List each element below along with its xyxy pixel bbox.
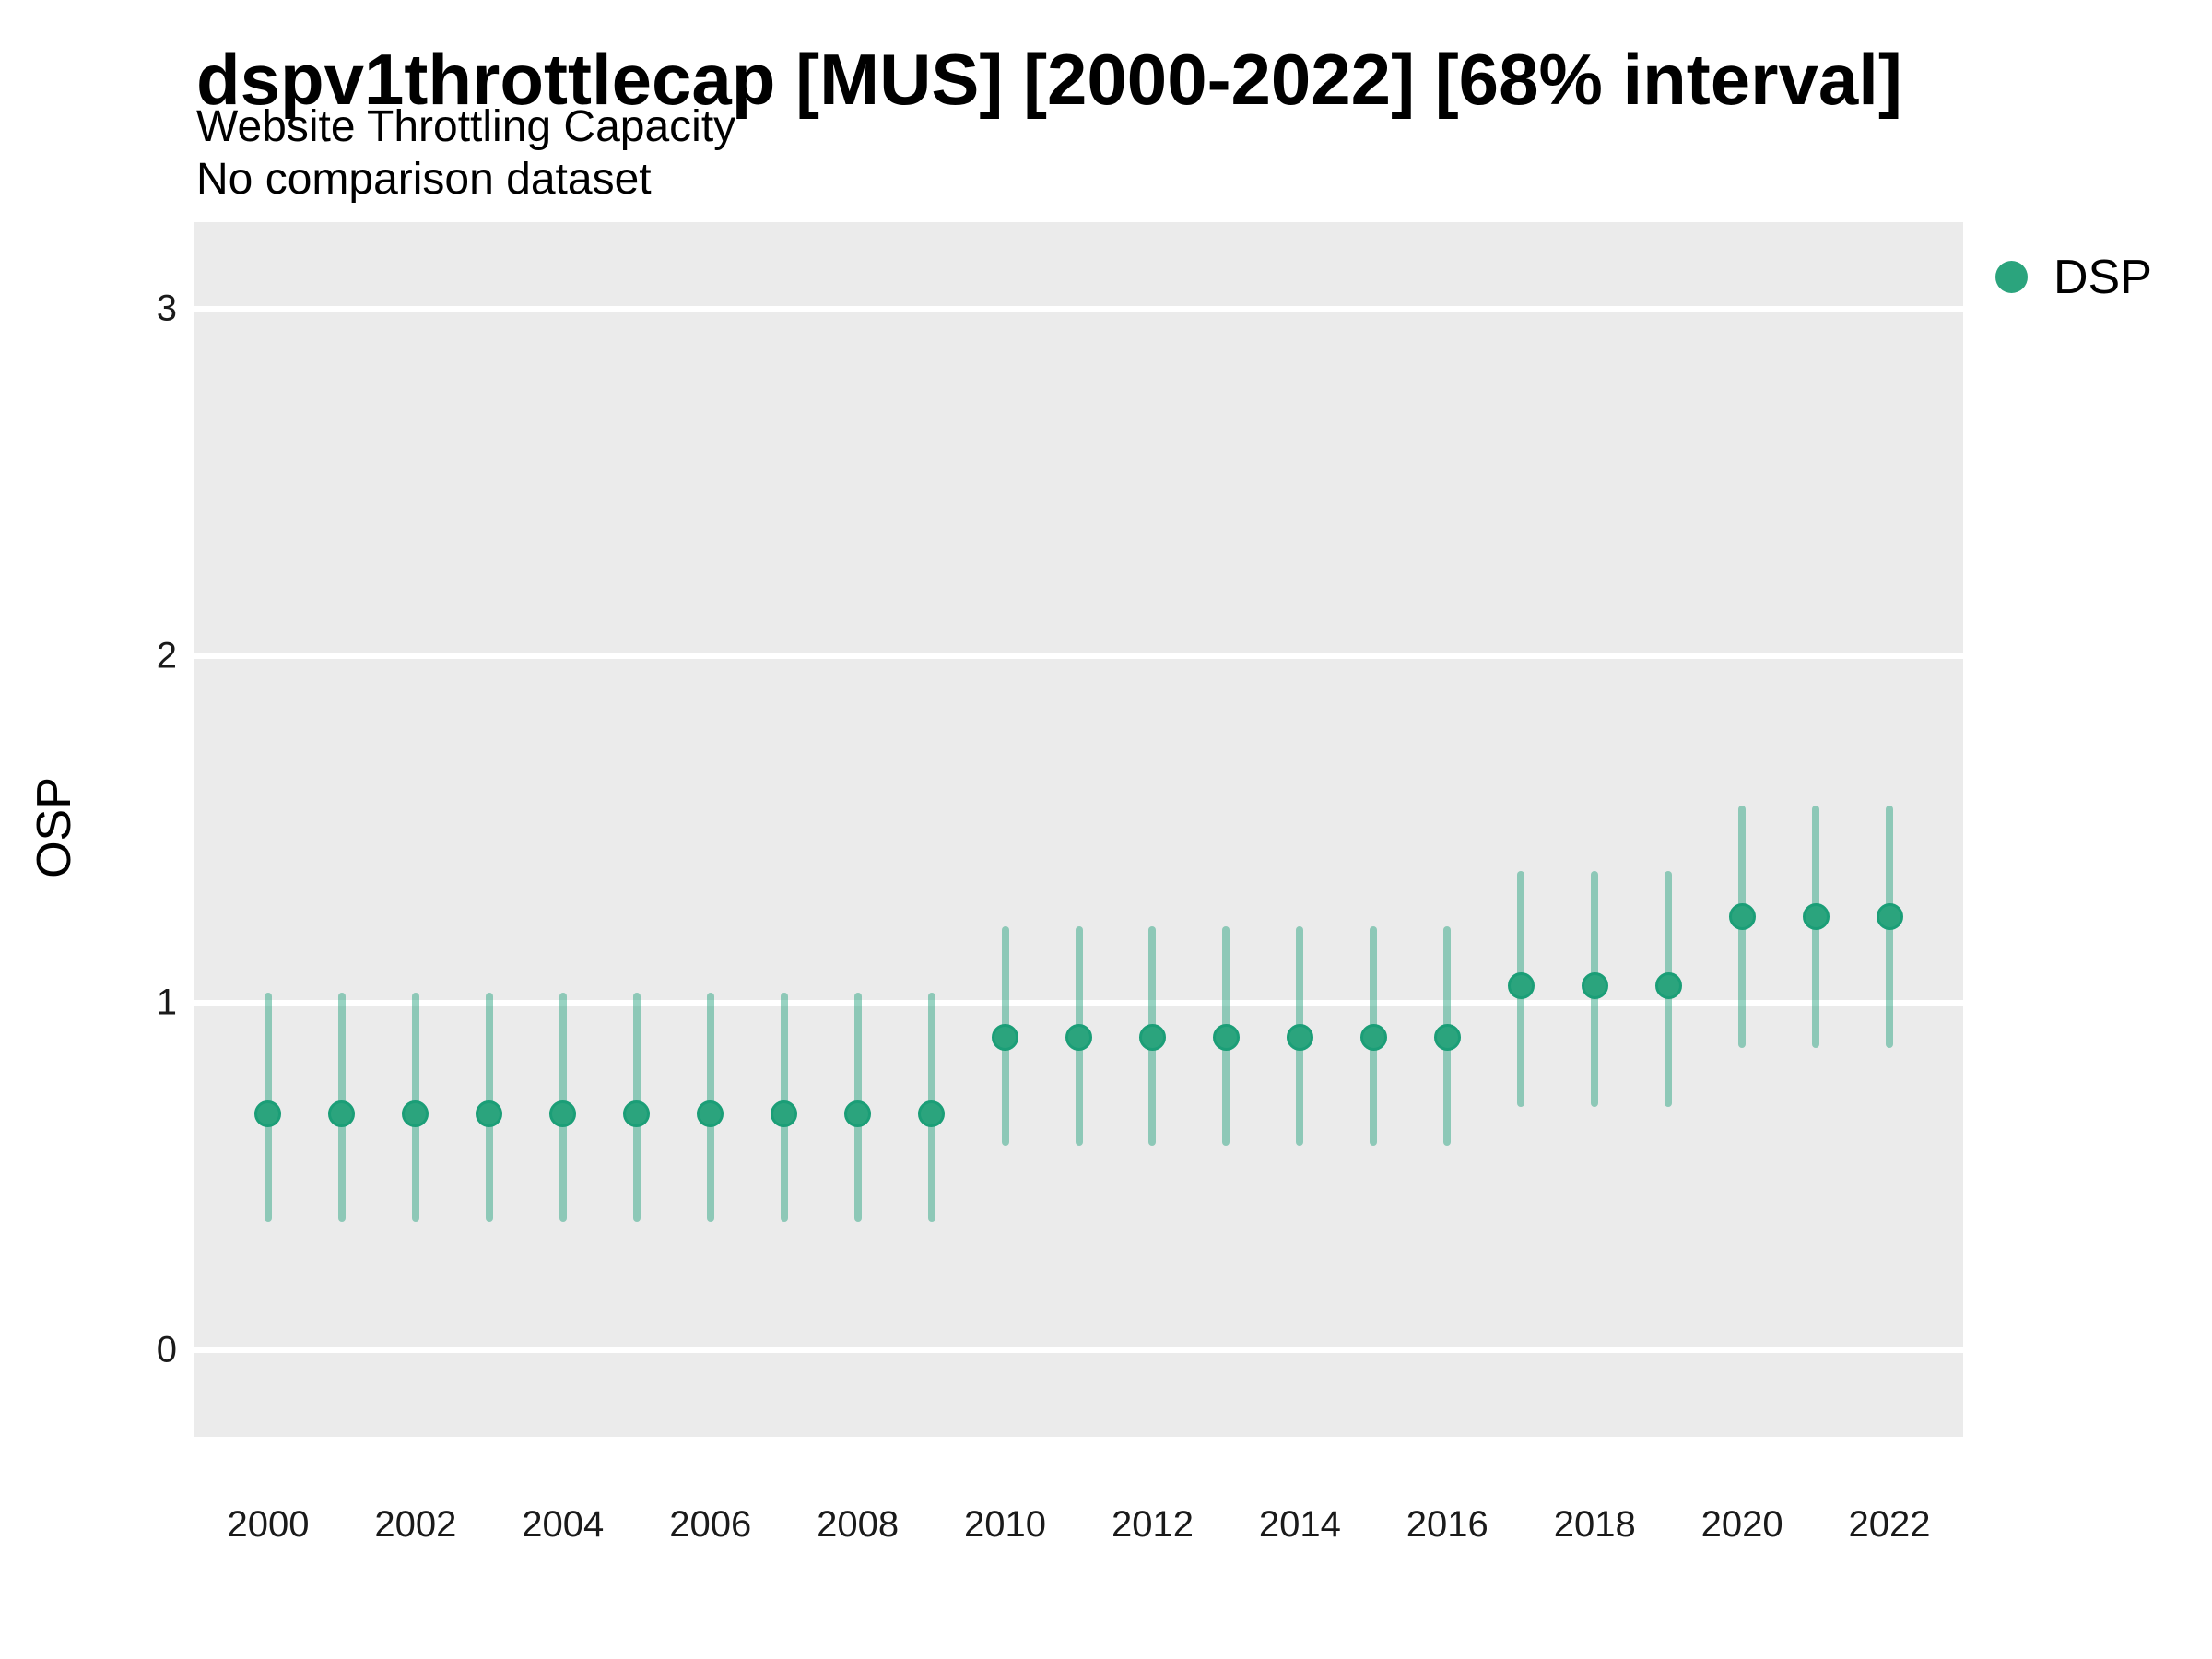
gridline-y-3: [194, 305, 1963, 312]
data-point-2015: [1359, 1024, 1387, 1052]
y-axis-tick-label-1: 1: [156, 982, 177, 1023]
data-point-2002: [402, 1100, 429, 1128]
gridline-y-2: [194, 653, 1963, 660]
x-axis-tick-label-2014: 2014: [1258, 1504, 1341, 1545]
data-point-2013: [1212, 1024, 1240, 1052]
gridline-y-1: [194, 999, 1963, 1006]
legend-label-dsp: DSP: [2053, 251, 2152, 304]
legend-swatch-dsp: [1995, 261, 2028, 293]
legend: DSP: [1995, 251, 2198, 304]
data-point-2020: [1728, 902, 1756, 930]
plot-panel: [194, 222, 1963, 1437]
y-axis-label: OSP: [28, 777, 81, 878]
x-axis-tick-label-2010: 2010: [964, 1504, 1047, 1545]
data-point-2006: [697, 1100, 724, 1128]
x-axis-tick-label-2004: 2004: [522, 1504, 605, 1545]
data-point-2018: [1581, 971, 1608, 999]
data-point-2021: [1802, 902, 1830, 930]
data-point-2016: [1433, 1024, 1461, 1052]
gridline-y-0: [194, 1347, 1963, 1354]
data-point-2022: [1876, 902, 1903, 930]
data-point-2000: [254, 1100, 282, 1128]
data-point-2019: [1654, 971, 1682, 999]
data-point-2010: [992, 1024, 1019, 1052]
data-point-2008: [844, 1100, 872, 1128]
x-axis-tick-label-2016: 2016: [1406, 1504, 1488, 1545]
x-axis-tick-label-2002: 2002: [374, 1504, 457, 1545]
data-point-2017: [1507, 971, 1535, 999]
data-point-2005: [623, 1100, 651, 1128]
data-point-2011: [1065, 1024, 1092, 1052]
x-axis-tick-label-2000: 2000: [227, 1504, 310, 1545]
x-axis-tick-label-2006: 2006: [669, 1504, 752, 1545]
data-point-2003: [476, 1100, 503, 1128]
chart-note: No comparison dataset: [196, 155, 652, 204]
y-axis-tick-label-0: 0: [156, 1329, 177, 1371]
chart-title: dspv1throttlecap [MUS] [2000-2022] [68% …: [196, 39, 1902, 120]
data-point-2007: [771, 1100, 798, 1128]
y-axis-tick-label-2: 2: [156, 635, 177, 677]
x-axis-tick-label-2020: 2020: [1700, 1504, 1783, 1545]
x-axis-tick-label-2022: 2022: [1848, 1504, 1931, 1545]
y-axis-tick-label-3: 3: [156, 288, 177, 329]
data-point-2012: [1138, 1024, 1166, 1052]
x-axis-tick-label-2018: 2018: [1553, 1504, 1636, 1545]
data-point-2004: [549, 1100, 577, 1128]
x-axis-tick-label-2012: 2012: [1111, 1504, 1194, 1545]
x-axis-tick-label-2008: 2008: [817, 1504, 900, 1545]
data-point-2009: [918, 1100, 946, 1128]
data-point-2001: [328, 1100, 356, 1128]
chart-subtitle: Website Throttling Capacity: [196, 102, 736, 151]
data-point-2014: [1286, 1024, 1313, 1052]
